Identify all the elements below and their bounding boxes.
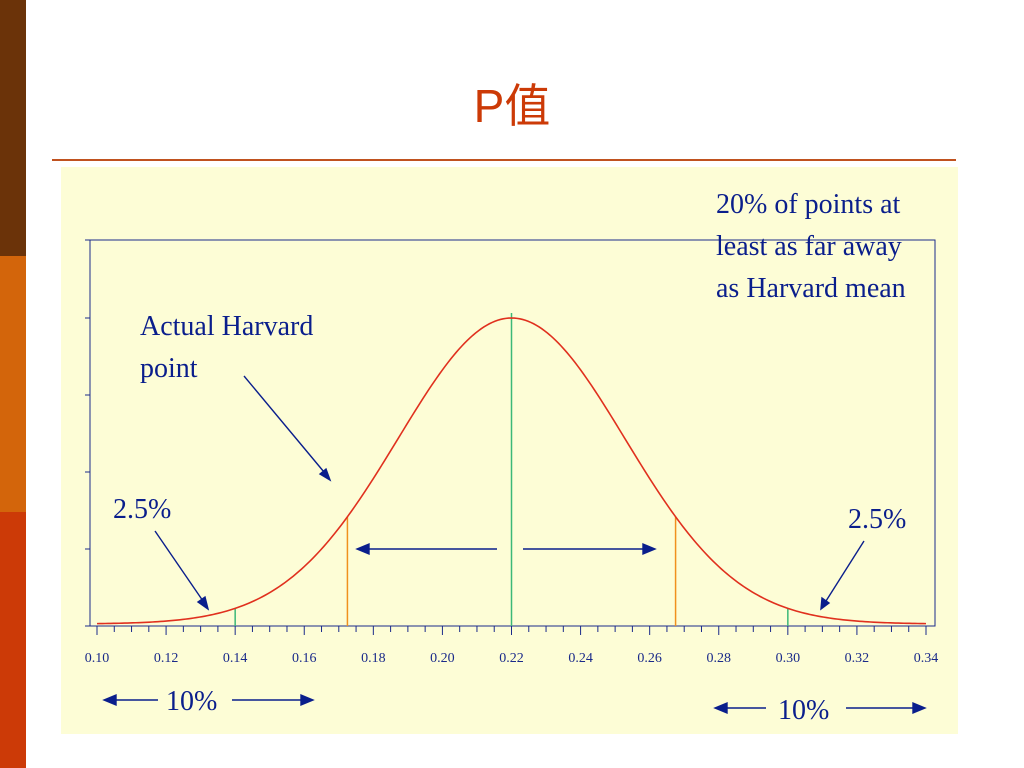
reference-lines [234, 313, 789, 626]
title-divider [52, 159, 956, 161]
plot-frame [89, 239, 936, 627]
x-tick-label: 0.34 [914, 651, 939, 666]
normal-curve [96, 317, 927, 625]
annotation-right-pct: 2.5% [848, 504, 906, 535]
right-bottom-arrow-head-right [912, 701, 927, 715]
x-axis-ticks [96, 626, 927, 635]
annotation-top-right-line3: as Harvard mean [716, 273, 906, 304]
annotation-actual-line2: point [140, 353, 198, 384]
x-tick-label: 0.20 [430, 651, 455, 666]
x-tick-label: 0.26 [637, 651, 662, 666]
chart-panel [61, 167, 958, 734]
x-tick-label: 0.28 [707, 651, 732, 666]
right-bottom-arrow-head-left [713, 701, 728, 715]
x-axis-tick-labels: 0.10 0.12 0.14 0.16 0.18 0.20 0.22 0.24 0.26 0.28… [85, 651, 939, 666]
x-tick-label: 0.10 [85, 651, 110, 666]
x-tick-label: 0.24 [568, 651, 593, 666]
center-arrow-right-head [642, 542, 657, 556]
decor-stripe-middle [0, 256, 26, 512]
slide-title: P值 [473, 80, 551, 132]
y-axis-ticks [85, 239, 90, 627]
right-pct-pointer-line [825, 540, 865, 602]
left-bottom-arrow-head-right [300, 693, 315, 707]
actual-point-pointer-line [243, 375, 325, 473]
x-tick-label: 0.16 [292, 651, 317, 666]
x-tick-label: 0.30 [776, 651, 801, 666]
annotation-actual-line1: Actual Harvard [140, 311, 313, 342]
x-tick-label: 0.22 [499, 651, 524, 666]
x-tick-label: 0.14 [223, 651, 248, 666]
left-pct-pointer-head [196, 595, 210, 611]
x-tick-label: 0.32 [845, 651, 870, 666]
x-tick-label: 0.12 [154, 651, 179, 666]
annotation-left-bottom-pct: 10% [166, 686, 217, 717]
annotation-top-right-line2: least as far away [716, 231, 902, 262]
x-tick-label: 0.18 [361, 651, 386, 666]
annotation-left-pct: 2.5% [113, 494, 171, 525]
decor-stripe-top [0, 0, 26, 256]
decor-stripe-bottom [0, 512, 26, 768]
left-pct-pointer-line [154, 530, 204, 602]
annotation-right-bottom-pct: 10% [778, 695, 829, 726]
center-arrow-left-head [355, 542, 370, 556]
center-range-arrows [355, 542, 657, 556]
right-pct-pointer-head [820, 596, 831, 611]
left-bottom-arrow-head-left [102, 693, 117, 707]
annotation-top-right-line1: 20% of points at [716, 189, 901, 220]
actual-point-pointer-head [318, 467, 332, 482]
